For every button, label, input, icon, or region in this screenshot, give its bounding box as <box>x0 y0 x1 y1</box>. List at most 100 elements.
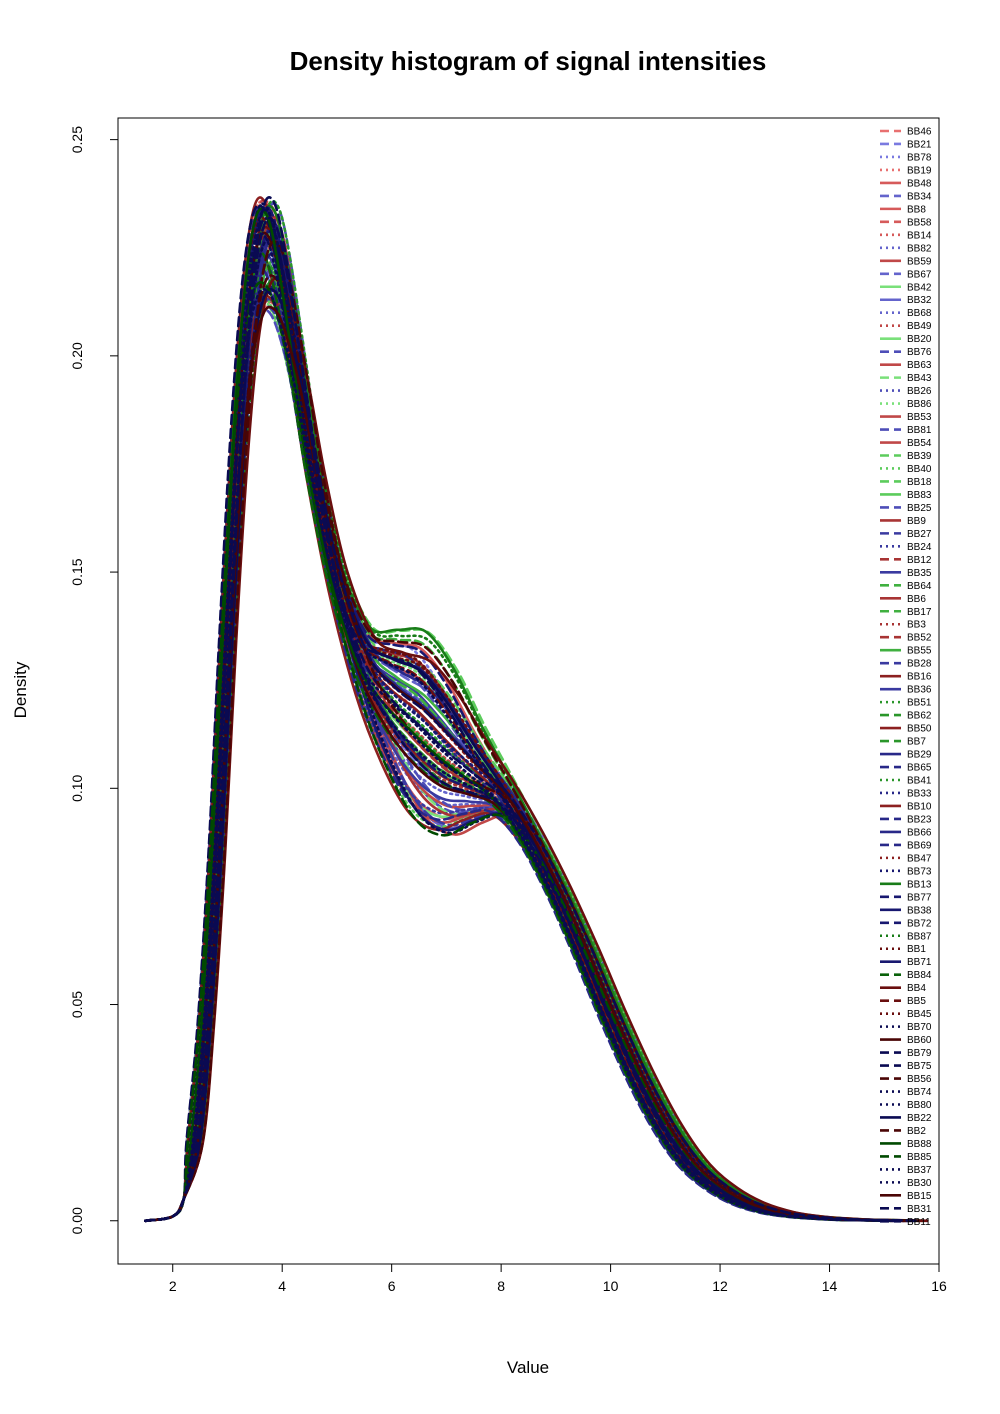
series-line-bb26 <box>144 251 911 1223</box>
legend-label: BB83 <box>907 490 932 501</box>
series-line-bb27 <box>144 304 923 1223</box>
series-line-bb50 <box>144 196 908 1223</box>
legend-label: BB29 <box>907 750 932 761</box>
legend-label: BB19 <box>907 165 932 176</box>
legend-label: BB49 <box>907 321 932 332</box>
legend-label: BB40 <box>907 464 932 475</box>
legend-label: BB16 <box>907 672 932 683</box>
x-tick-label: 10 <box>603 1278 619 1294</box>
series-line-bb80 <box>144 232 894 1223</box>
series-line-bb53 <box>144 299 907 1223</box>
legend-label: BB33 <box>907 788 932 799</box>
series-line-bb20 <box>144 256 902 1223</box>
legend-label: BB37 <box>907 1165 932 1176</box>
series-line-bb78 <box>144 270 891 1223</box>
legend-label: BB25 <box>907 503 932 514</box>
series-line-bb54 <box>144 207 902 1223</box>
series-line-bb39 <box>144 242 929 1223</box>
series-line-bb18 <box>144 246 916 1223</box>
legend-label: BB53 <box>907 412 932 423</box>
series-line-bb43 <box>144 248 925 1223</box>
legend-label: BB75 <box>907 1061 932 1072</box>
legend-label: BB12 <box>907 555 932 566</box>
series-line-bb79 <box>144 217 910 1223</box>
legend-label: BB86 <box>907 399 932 410</box>
legend-label: BB85 <box>907 1152 932 1163</box>
legend-label: BB21 <box>907 139 932 150</box>
series-line-bb82 <box>144 265 903 1223</box>
legend-label: BB7 <box>907 737 926 748</box>
series-line-bb55 <box>144 260 912 1223</box>
legend-label: BB52 <box>907 633 932 644</box>
legend-label: BB45 <box>907 1009 932 1020</box>
series-line-bb52 <box>144 259 924 1223</box>
series-line-bb56 <box>144 274 920 1223</box>
legend-label: BB5 <box>907 996 926 1007</box>
legend-label: BB39 <box>907 451 932 462</box>
legend-label: BB70 <box>907 1022 932 1033</box>
legend-label: BB51 <box>907 698 932 709</box>
legend-label: BB9 <box>907 516 926 527</box>
series-line-bb68 <box>144 232 900 1223</box>
legend-label: BB3 <box>907 620 926 631</box>
series-line-bb15 <box>144 305 911 1223</box>
series-line-bb30 <box>144 287 897 1223</box>
legend-label: BB58 <box>907 217 932 228</box>
series-line-bb21 <box>144 267 910 1223</box>
legend-label: BB47 <box>907 853 932 864</box>
series-line-bb72 <box>144 252 898 1223</box>
series-line-bb75 <box>144 203 909 1223</box>
series-line-bb67 <box>144 215 914 1223</box>
series-line-bb33 <box>144 259 889 1223</box>
x-tick-label: 12 <box>712 1278 728 1294</box>
legend-label: BB46 <box>907 127 932 138</box>
series-line-bb14 <box>144 243 908 1223</box>
series-line-bb48 <box>144 246 905 1223</box>
legend-label: BB55 <box>907 646 932 657</box>
legend-label: BB71 <box>907 957 932 968</box>
series-line-bb5 <box>144 225 898 1223</box>
series-line-bb83 <box>144 220 905 1223</box>
series-line-bb46 <box>144 300 923 1223</box>
legend-label: BB62 <box>907 711 932 722</box>
series-line-bb10 <box>144 294 901 1223</box>
legend-label: BB36 <box>907 685 932 696</box>
series-line-bb42 <box>144 286 889 1223</box>
series-line-bb11 <box>144 216 921 1223</box>
series-line-bb16 <box>144 251 894 1223</box>
x-tick-label: 4 <box>278 1278 286 1294</box>
legend-label: BB77 <box>907 892 932 903</box>
legend-label: BB60 <box>907 1035 932 1046</box>
legend-label: BB81 <box>907 425 932 436</box>
series-line-bb59 <box>144 203 918 1223</box>
legend-label: BB31 <box>907 1204 932 1215</box>
legend-label: BB73 <box>907 866 932 877</box>
chart-title: Density histogram of signal intensities <box>290 46 767 76</box>
legend-label: BB84 <box>907 970 932 981</box>
x-tick-label: 6 <box>388 1278 396 1294</box>
y-tick-label: 0.20 <box>69 342 85 369</box>
legend-label: BB8 <box>907 204 926 215</box>
series-line-bb28 <box>144 297 913 1223</box>
series-line-bb65 <box>144 235 902 1223</box>
y-axis: 0.00 0.05 0.10 0.15 0.20 0.25 <box>69 126 118 1234</box>
plot-frame <box>117 117 940 1265</box>
legend-label: BB80 <box>907 1100 932 1111</box>
legend-label: BB30 <box>907 1178 932 1189</box>
series-line-bb4 <box>144 277 929 1223</box>
legend-label: BB82 <box>907 243 932 254</box>
legend-label: BB20 <box>907 334 932 345</box>
series-line-bb71 <box>144 230 913 1223</box>
series-line-bb3 <box>144 258 894 1223</box>
legend-label: BB38 <box>907 905 932 916</box>
series-line-bb23 <box>144 265 893 1223</box>
legend-label: BB67 <box>907 269 932 280</box>
series-line-bb1 <box>144 216 915 1223</box>
x-tick-label: 16 <box>931 1278 947 1294</box>
legend-label: BB24 <box>907 542 932 553</box>
legend-label: BB69 <box>907 840 932 851</box>
legend-label: BB27 <box>907 529 932 540</box>
series-line-bb34 <box>144 243 929 1223</box>
series-line-bb51 <box>144 199 927 1223</box>
